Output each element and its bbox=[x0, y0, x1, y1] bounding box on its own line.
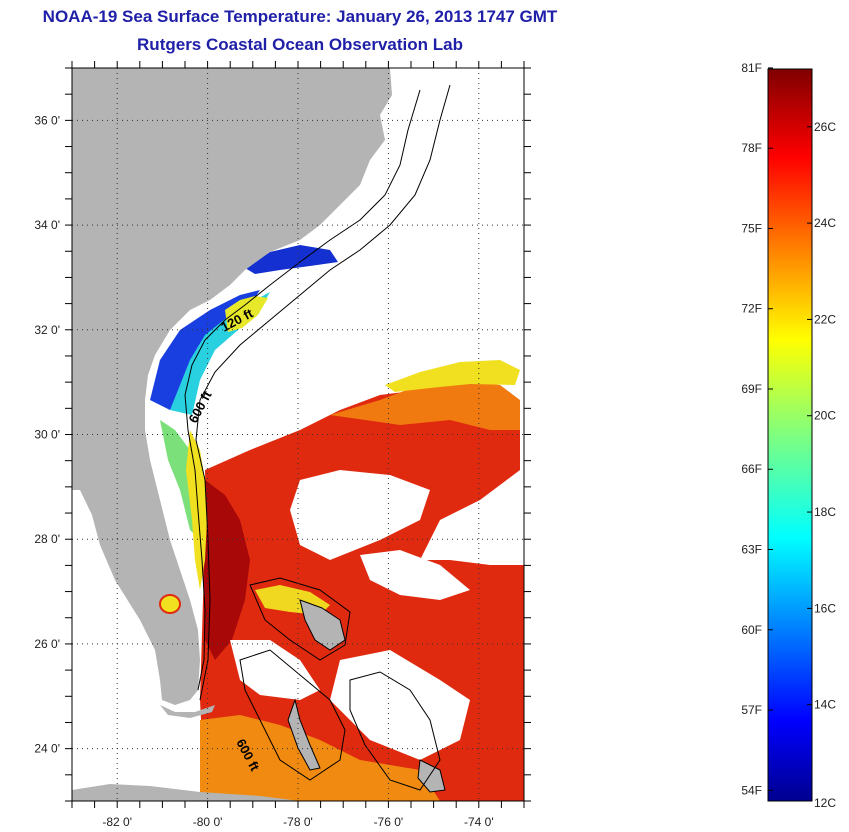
lon-tick-label: -80 0' bbox=[193, 815, 223, 829]
cloud-patch bbox=[230, 640, 320, 700]
colorbar-label-f: 63F bbox=[741, 543, 762, 557]
carolina-yellow-patch bbox=[225, 296, 268, 332]
map-title: NOAA-19 Sea Surface Temperature: January… bbox=[42, 7, 558, 26]
bathymetry-contour-bahamas bbox=[249, 577, 351, 661]
lat-tick-label: 30 0' bbox=[34, 428, 60, 442]
colorbar-label-c: 22C bbox=[814, 312, 836, 326]
colorbar-label-f: 69F bbox=[741, 382, 762, 396]
colorbar-labels: 81F 78F 75F 72F 69F 66F 63F 60F 57F 54F 26C 24C 22C 2… bbox=[741, 61, 836, 810]
bathymetry-contour-600ft bbox=[195, 84, 451, 701]
gulf-stream-core bbox=[203, 480, 250, 660]
florida-keys bbox=[160, 705, 215, 718]
colorbar-label-f: 54F bbox=[741, 783, 762, 797]
bathymetry-contour-bahamas bbox=[239, 649, 346, 781]
map-subtitle: Rutgers Coastal Ocean Observation Lab bbox=[137, 35, 463, 54]
lon-tick-label: -74 0' bbox=[464, 815, 494, 829]
lake-okeechobee bbox=[159, 594, 181, 614]
colorbar-label-f: 72F bbox=[741, 302, 762, 316]
cloud-patch bbox=[290, 470, 430, 560]
lat-tick-label: 26 0' bbox=[34, 637, 60, 651]
graticule-grid bbox=[72, 68, 524, 801]
offshore-orange-patch bbox=[330, 380, 520, 430]
bathymetry-contour-bahamas bbox=[349, 671, 441, 791]
us-mainland-landmass bbox=[72, 68, 392, 705]
lat-tick-label: 28 0' bbox=[34, 532, 60, 546]
colorbar-label-c: 16C bbox=[814, 601, 836, 615]
lon-tick-label: -78 0' bbox=[283, 815, 313, 829]
cloud-patch bbox=[330, 650, 470, 760]
map-axes: -82 0' -80 0' -78 0' -76 0' -74 0' 24 0' 26 0'… bbox=[34, 61, 531, 829]
lat-tick-label: 24 0' bbox=[34, 742, 60, 756]
colorbar-label-c: 26C bbox=[814, 120, 836, 134]
bahamas-islands bbox=[417, 759, 446, 793]
colorbar-label-c: 18C bbox=[814, 505, 836, 519]
lat-tick-label: 34 0' bbox=[34, 218, 60, 232]
bahamas-islands bbox=[287, 698, 321, 771]
colorbar-label-f: 66F bbox=[741, 462, 762, 476]
bathymetry-contour-120ft bbox=[184, 89, 421, 691]
lat-tick-label: 36 0' bbox=[34, 113, 60, 127]
colorbar-label-f: 60F bbox=[741, 623, 762, 637]
nearshore-yellow-band bbox=[186, 430, 207, 590]
carolina-blue-patch bbox=[245, 245, 338, 274]
lon-tick-label: -82 0' bbox=[102, 815, 132, 829]
bahamas-islands bbox=[299, 599, 346, 651]
colorbar-label-c: 14C bbox=[814, 698, 836, 712]
colorbar-label-f: 57F bbox=[741, 703, 762, 717]
colorbar-label-c: 24C bbox=[814, 216, 836, 230]
cloud-patch bbox=[360, 550, 470, 600]
nearshore-blue-band bbox=[150, 290, 260, 410]
colorbar-label-f: 78F bbox=[741, 141, 762, 155]
yellow-offshore-band bbox=[385, 360, 520, 392]
cuba-landmass bbox=[72, 784, 300, 801]
keys-orange-patch bbox=[200, 715, 440, 801]
lat-tick-label: 32 0' bbox=[34, 323, 60, 337]
colorbar-label-f: 75F bbox=[741, 221, 762, 235]
temperature-colorbar bbox=[767, 68, 813, 802]
colorbar-label-c: 20C bbox=[814, 409, 836, 423]
colorbar-label-c: 12C bbox=[814, 796, 836, 810]
colorbar-label-f: 81F bbox=[741, 61, 762, 75]
lon-tick-label: -76 0' bbox=[374, 815, 404, 829]
